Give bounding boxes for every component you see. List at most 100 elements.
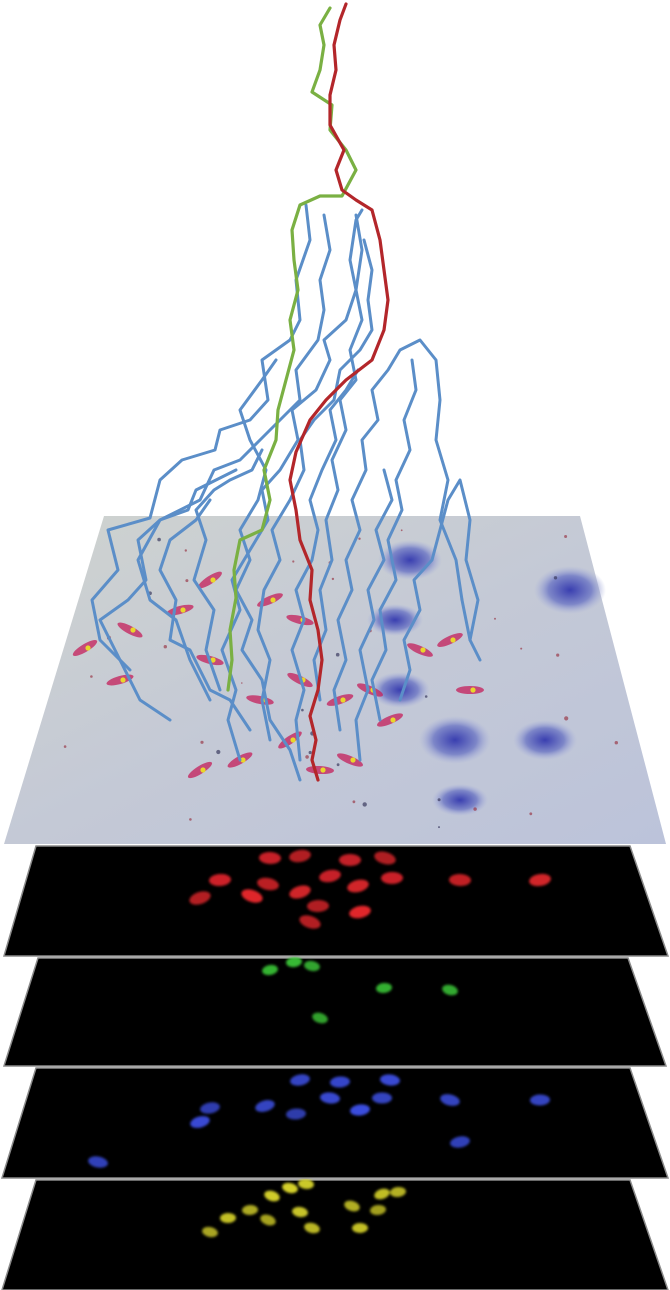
red-nucleus-15 [529, 873, 551, 887]
stained-cell-core-0 [130, 627, 136, 633]
blue-track-10 [354, 468, 394, 762]
layer-red-channel [3, 845, 670, 957]
blue-nucleus-7 [350, 1104, 370, 1116]
blue-nucleus-6 [320, 1092, 340, 1104]
green-nuclei [262, 956, 458, 1024]
debris-22 [216, 749, 221, 755]
debris-5 [473, 807, 477, 811]
stained-cell-core-11 [200, 767, 206, 773]
stained-cell-core-14 [320, 767, 326, 773]
stained-cell-0 [117, 622, 143, 638]
blue-track-0 [90, 203, 312, 672]
migration-tracks [90, 2, 482, 782]
red-nucleus-9 [381, 871, 403, 885]
red-nucleus-16 [299, 915, 321, 929]
stained-cell-core-19 [85, 645, 91, 651]
yellow-nucleus-4 [390, 1186, 406, 1198]
stained-cell-3 [257, 593, 283, 607]
red-nucleus-2 [339, 854, 361, 866]
red-nucleus-12 [307, 899, 329, 913]
stained-cell-1 [106, 674, 134, 686]
blue-track-7 [98, 468, 238, 722]
stained-cell-core-1 [120, 677, 126, 683]
stained-cell-core-5 [210, 657, 216, 663]
debris-0 [90, 675, 93, 678]
debris-21 [163, 645, 167, 649]
red-channel-plane [3, 845, 670, 957]
yellow-nucleus-2 [298, 1178, 314, 1190]
stained-cell-2 [198, 571, 222, 589]
green-track [226, 6, 358, 692]
stained-cell-core-8 [340, 697, 346, 703]
debris-36 [553, 576, 558, 580]
stained-cell-4 [286, 614, 314, 626]
stained-cell-10 [377, 713, 403, 727]
blue-nuclei [88, 1074, 550, 1168]
yellow-nucleus-11 [304, 1222, 320, 1234]
debris-37 [200, 740, 204, 744]
yellow-channel-plane [1, 1179, 669, 1290]
blue-nucleus-2 [380, 1074, 400, 1086]
blue-track-6 [370, 358, 418, 722]
blue-track-13 [312, 213, 364, 702]
stained-cell-core-18 [470, 687, 476, 693]
blue-nucleus-11 [450, 1136, 470, 1148]
red-nuclei [189, 849, 551, 929]
blue-nucleus-5 [286, 1108, 306, 1120]
brightfield-cells [72, 540, 606, 816]
debris-20 [564, 535, 568, 538]
debris-9 [352, 800, 356, 804]
debris-35 [189, 818, 192, 821]
yellow-nucleus-5 [242, 1204, 258, 1216]
blue-track-4 [290, 368, 360, 762]
blue-nucleus-8 [372, 1092, 392, 1104]
blue-track-9 [234, 358, 302, 782]
stained-cell-core-2 [210, 577, 216, 583]
stained-cell-16 [407, 643, 433, 657]
debris-13 [362, 802, 367, 807]
green-nucleus-1 [286, 956, 302, 968]
layer-green-channel [2, 956, 668, 1067]
purple-cell-2 [419, 716, 491, 764]
blue-track-1 [136, 213, 332, 702]
red-nucleus-4 [209, 873, 231, 887]
red-nucleus-3 [374, 851, 396, 865]
stained-cell-8 [326, 694, 354, 706]
debris-26 [241, 682, 243, 684]
debris-12 [335, 652, 340, 657]
purple-cell-3 [513, 720, 577, 760]
blue-nucleus-9 [440, 1094, 460, 1106]
green-nucleus-2 [304, 960, 320, 972]
stained-cell-core-3 [270, 597, 276, 603]
brightfield-debris [63, 529, 618, 829]
stained-cell-18 [456, 686, 484, 694]
blue-nucleus-10 [530, 1094, 550, 1106]
layer-brightfield [4, 516, 666, 844]
stained-cell-core-16 [420, 647, 426, 653]
stained-cell-13 [278, 731, 302, 749]
debris-18 [438, 826, 440, 829]
debris-25 [331, 577, 335, 581]
brightfield-plane [4, 516, 666, 844]
purple-cell-6 [370, 672, 430, 708]
purple-cell-1 [534, 566, 606, 614]
stained-cell-11 [187, 761, 213, 779]
yellow-nucleus-13 [202, 1226, 218, 1238]
debris-16 [336, 763, 340, 767]
green-channel-plane [2, 957, 668, 1067]
blue-tracks [90, 203, 482, 782]
debris-17 [63, 745, 67, 748]
debris-15 [424, 695, 428, 698]
yellow-nuclei [202, 1178, 406, 1238]
red-track [288, 2, 390, 782]
red-nucleus-1 [289, 849, 311, 863]
stained-cell-core-17 [450, 637, 456, 643]
red-nucleus-6 [289, 885, 311, 899]
debris-38 [614, 741, 618, 745]
stained-cell-core-13 [290, 737, 296, 743]
blue-track-5 [332, 338, 482, 732]
blue-nucleus-3 [200, 1102, 220, 1114]
stained-cell-core-12 [240, 757, 246, 763]
yellow-nucleus-7 [344, 1200, 360, 1212]
stained-cell-17 [437, 633, 463, 647]
